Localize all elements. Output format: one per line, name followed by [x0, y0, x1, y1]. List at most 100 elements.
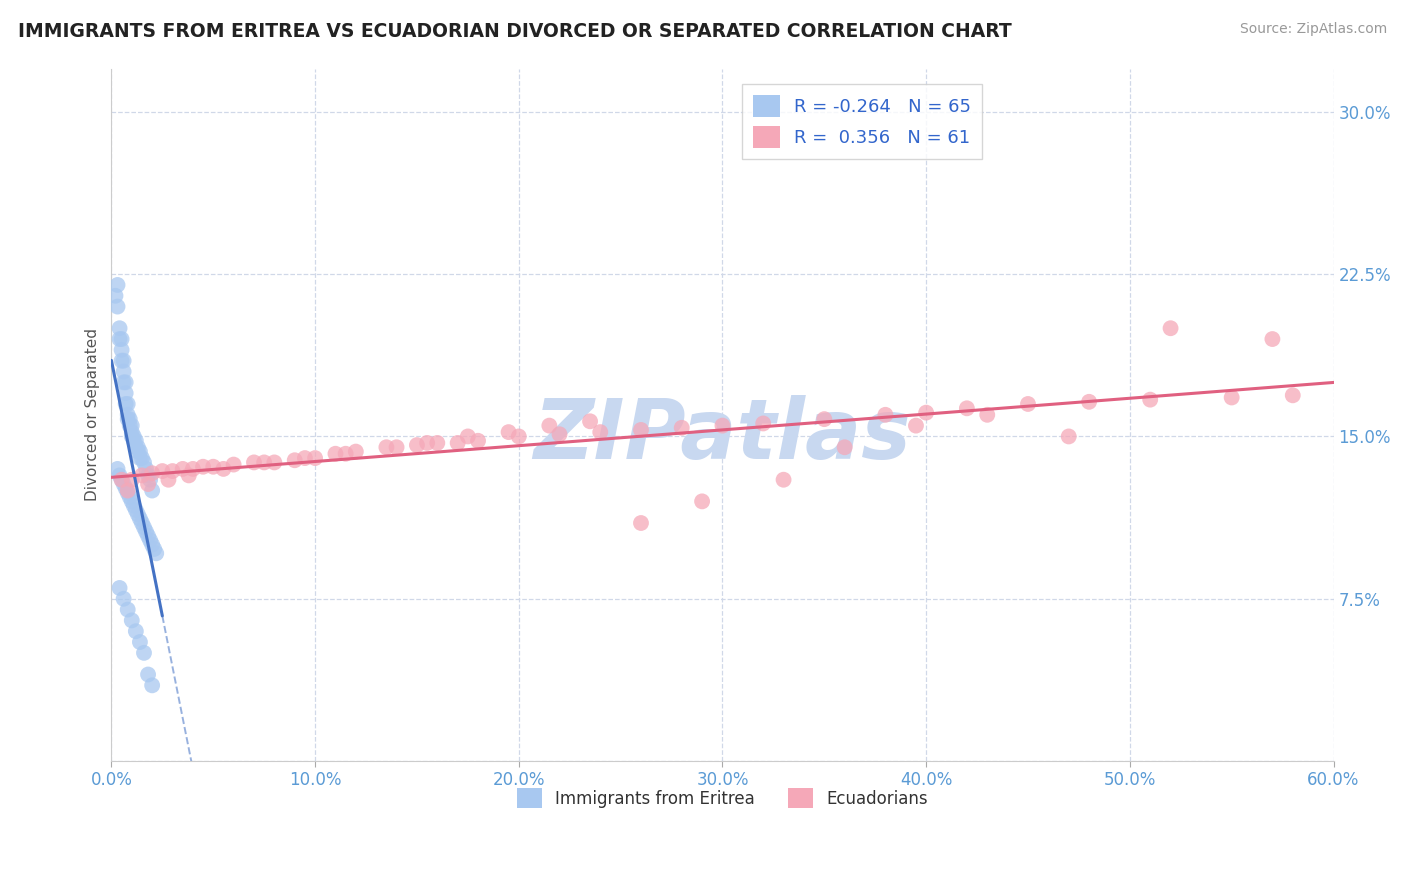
Point [112, 591, 135, 606]
Point [136, 529, 159, 543]
Point [304, 451, 326, 466]
Point [447, 436, 470, 450]
Point [711, 418, 734, 433]
Point [538, 418, 561, 433]
Point [129, 451, 152, 466]
Point [875, 408, 897, 422]
Point [344, 444, 367, 458]
Point [112, 364, 135, 378]
Point [110, 353, 132, 368]
Point [122, 499, 145, 513]
Point [335, 447, 357, 461]
Point [131, 516, 153, 530]
Point [131, 451, 153, 466]
Point [141, 678, 163, 692]
Point [1220, 391, 1243, 405]
Point [690, 494, 713, 508]
Point [671, 421, 693, 435]
Point [136, 468, 159, 483]
Point [112, 353, 135, 368]
Point [114, 482, 136, 496]
Point [284, 453, 307, 467]
Point [129, 444, 152, 458]
Point [956, 401, 979, 416]
Point [1139, 392, 1161, 407]
Point [457, 429, 479, 443]
Point [122, 429, 145, 443]
Point [177, 468, 200, 483]
Point [104, 289, 127, 303]
Point [117, 485, 139, 500]
Point [121, 429, 143, 443]
Point [172, 462, 194, 476]
Point [136, 477, 159, 491]
Point [125, 503, 148, 517]
Point [114, 386, 136, 401]
Point [108, 321, 131, 335]
Point [129, 635, 152, 649]
Point [157, 473, 180, 487]
Point [114, 376, 136, 390]
Point [834, 440, 856, 454]
Point [117, 397, 139, 411]
Point [125, 434, 148, 448]
Point [135, 524, 157, 539]
Point [107, 277, 129, 292]
Point [426, 436, 449, 450]
Point [121, 473, 143, 487]
Point [125, 624, 148, 639]
Point [129, 511, 152, 525]
Point [118, 490, 141, 504]
Point [141, 538, 163, 552]
Point [127, 508, 149, 522]
Point [385, 440, 408, 454]
Point [136, 667, 159, 681]
Text: IMMIGRANTS FROM ERITREA VS ECUADORIAN DIVORCED OR SEPARATED CORRELATION CHART: IMMIGRANTS FROM ERITREA VS ECUADORIAN DI… [18, 22, 1012, 41]
Text: ZIPatlas: ZIPatlas [533, 395, 911, 476]
Text: Source: ZipAtlas.com: Source: ZipAtlas.com [1240, 22, 1388, 37]
Point [107, 462, 129, 476]
Point [112, 477, 135, 491]
Point [122, 434, 145, 448]
Point [132, 646, 155, 660]
Point [243, 455, 266, 469]
Point [141, 467, 163, 481]
Point [114, 397, 136, 411]
Point [117, 412, 139, 426]
Point [118, 418, 141, 433]
Point [150, 464, 173, 478]
Point [752, 417, 775, 431]
Point [1160, 321, 1182, 335]
Point [222, 458, 245, 472]
Point [498, 425, 520, 439]
Point [1281, 388, 1303, 402]
Point [117, 408, 139, 422]
Point [135, 462, 157, 476]
Point [139, 533, 162, 548]
Y-axis label: Divorced or Separated: Divorced or Separated [86, 328, 100, 501]
Legend: Immigrants from Eritrea, Ecuadorians: Immigrants from Eritrea, Ecuadorians [510, 781, 935, 815]
Point [110, 473, 132, 487]
Point [630, 516, 652, 530]
Point [1078, 394, 1101, 409]
Point [375, 440, 398, 454]
Point [162, 464, 184, 478]
Point [589, 425, 612, 439]
Point [132, 455, 155, 469]
Point [121, 425, 143, 439]
Point [121, 418, 143, 433]
Point [579, 414, 602, 428]
Point [1261, 332, 1284, 346]
Point [772, 473, 794, 487]
Point [813, 412, 835, 426]
Point [253, 455, 276, 469]
Point [904, 418, 927, 433]
Point [107, 300, 129, 314]
Point [294, 451, 316, 466]
Point [110, 343, 132, 357]
Point [202, 459, 225, 474]
Point [1017, 397, 1039, 411]
Point [915, 406, 938, 420]
Point [143, 541, 166, 556]
Point [406, 438, 429, 452]
